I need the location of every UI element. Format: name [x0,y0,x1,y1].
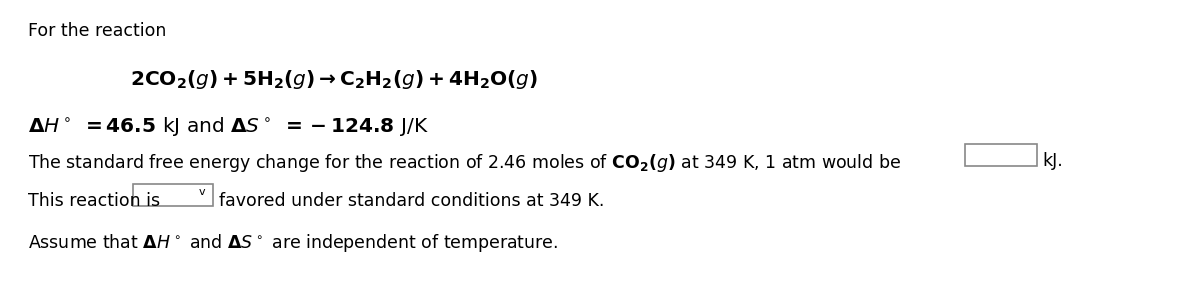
Text: favored under standard conditions at 349 K.: favored under standard conditions at 349… [219,192,604,210]
Text: For the reaction: For the reaction [28,22,166,40]
Text: Assume that $\mathbf{\Delta \it{H}^\circ}$ and $\mathbf{\Delta \it{S}^\circ}$ ar: Assume that $\mathbf{\Delta \it{H}^\circ… [28,232,559,254]
Bar [133,184,213,206]
Text: $\mathbf{2CO_2(}$$\mathbf{\mathit{g}}$$\mathbf{) + 5H_2(}$$\mathbf{\mathit{g}}$$: $\mathbf{2CO_2(}$$\mathbf{\mathit{g}}$$\… [130,68,538,91]
Text: The standard free energy change for the reaction of 2.46 moles of $\mathbf{CO_2(: The standard free energy change for the … [28,152,902,174]
Bar [965,144,1037,166]
Text: v: v [199,187,206,197]
Text: kJ.: kJ. [1042,152,1063,170]
Text: $\mathbf{\Delta \it{H}^\circ}$ $\mathbf{= 46.5}$ kJ and $\mathbf{\Delta \it{S}^\: $\mathbf{\Delta \it{H}^\circ}$ $\mathbf{… [28,115,428,138]
Text: This reaction is: This reaction is [28,192,160,210]
